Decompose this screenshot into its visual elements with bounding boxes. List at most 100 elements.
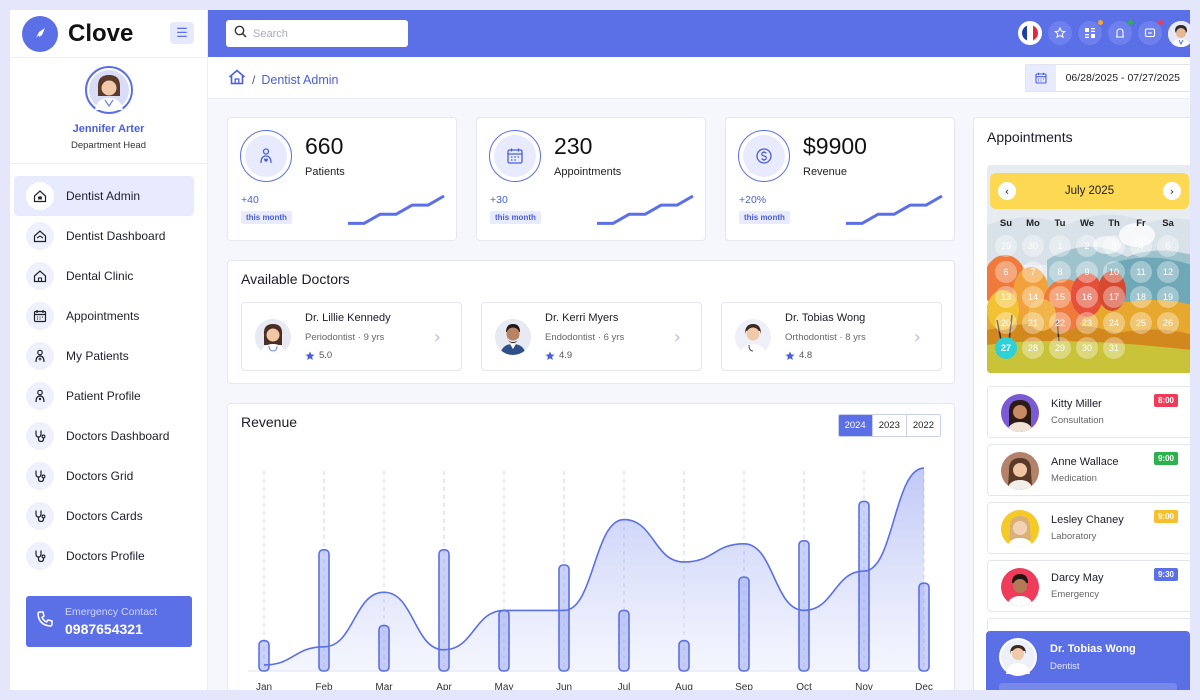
- emergency-contact[interactable]: Emergency Contact 0987654321: [26, 596, 192, 647]
- search-input[interactable]: [253, 27, 393, 40]
- calendar-day[interactable]: 5: [1157, 235, 1179, 257]
- calendar-day[interactable]: 16: [1076, 286, 1098, 308]
- stethoscope-icon: [26, 542, 54, 570]
- calendar-day[interactable]: 6: [995, 260, 1017, 283]
- sidebar-item-patient-profile[interactable]: Patient Profile: [10, 376, 207, 416]
- calendar-day[interactable]: 12: [1157, 260, 1179, 283]
- calendar-day[interactable]: 19: [1157, 286, 1179, 308]
- calendar-day[interactable]: 8: [1049, 260, 1071, 283]
- breadcrumb: / Dentist Admin: [228, 69, 338, 90]
- calendar-day[interactable]: 23: [1076, 311, 1098, 334]
- revenue-bar[interactable]: [558, 564, 570, 672]
- calendar-day[interactable]: 26: [1157, 311, 1179, 334]
- user-avatar[interactable]: [1168, 21, 1190, 47]
- calendar-day[interactable]: 22: [1049, 311, 1071, 334]
- calendar-day[interactable]: 1: [1049, 235, 1071, 257]
- calendar-day[interactable]: 27: [995, 337, 1017, 359]
- messages-icon[interactable]: [1138, 20, 1163, 45]
- stat-card-patients: 660 Patients +40 this month: [227, 117, 457, 241]
- featured-doctor-role: Dentist: [1050, 661, 1080, 672]
- revenue-bar[interactable]: [258, 639, 270, 672]
- sidebar-item-dental-clinic[interactable]: Dental Clinic: [10, 256, 207, 296]
- section-title: Available Doctors: [241, 271, 350, 287]
- calendar-day[interactable]: 9: [1076, 260, 1098, 283]
- calendar-day[interactable]: 25: [1130, 311, 1152, 334]
- x-tick-label: May: [495, 682, 514, 690]
- calendar-day[interactable]: 3: [1103, 235, 1125, 257]
- doctor-card[interactable]: Dr. Tobias Wong Orthodontist · 8 yrs 4.8…: [721, 302, 942, 371]
- calendar-day[interactable]: 20: [995, 311, 1017, 334]
- chevron-right-icon[interactable]: ›: [1163, 182, 1181, 200]
- chevron-right-icon[interactable]: ›: [673, 327, 681, 348]
- appointment-item[interactable]: Lesley Chaney Laboratory 9:00: [987, 502, 1190, 554]
- year-tab-2023[interactable]: 2023: [871, 415, 906, 436]
- calendar-day[interactable]: 24: [1103, 311, 1125, 334]
- sparkline-path: [348, 194, 445, 225]
- calendar-day[interactable]: 15: [1049, 286, 1071, 308]
- patient-icon: [240, 130, 292, 182]
- calendar-day[interactable]: 18: [1130, 286, 1152, 308]
- sidebar-item-doctors-profile[interactable]: Doctors Profile: [10, 536, 207, 576]
- year-tab-2024[interactable]: 2024: [838, 415, 872, 436]
- revenue-bar[interactable]: [738, 576, 750, 672]
- notifications-icon[interactable]: [1108, 20, 1133, 45]
- menu-toggle-icon[interactable]: ☰: [170, 22, 194, 44]
- revenue-bar[interactable]: [618, 609, 630, 672]
- revenue-bar[interactable]: [858, 500, 870, 672]
- sidebar-item-doctors-grid[interactable]: Doctors Grid: [10, 456, 207, 496]
- calendar-day[interactable]: 17: [1103, 286, 1125, 308]
- sidebar-item-dentist-admin[interactable]: Dentist Admin: [14, 176, 194, 216]
- appointment-item[interactable]: Darcy May Emergency 9:30: [987, 560, 1190, 612]
- revenue-bar[interactable]: [498, 609, 510, 672]
- patient-avatar: [1001, 394, 1039, 432]
- sidebar-item-appointments[interactable]: Appointments: [10, 296, 207, 336]
- calendar-day[interactable]: 4: [1130, 235, 1152, 257]
- calendar-day[interactable]: 28: [1022, 337, 1044, 359]
- calendar-day-outside[interactable]: 30: [1022, 235, 1044, 257]
- date-range-picker[interactable]: 06/28/2025 - 07/27/2025: [1024, 64, 1190, 92]
- language-flag-icon[interactable]: [1018, 21, 1042, 45]
- sidebar-item-dentist-dashboard[interactable]: Dentist Dashboard: [10, 216, 207, 256]
- calendar-day[interactable]: 13: [995, 286, 1017, 308]
- calendar-day[interactable]: 29: [1049, 337, 1071, 359]
- revenue-bar[interactable]: [318, 549, 330, 672]
- stethoscope-icon: [26, 422, 54, 450]
- home-icon[interactable]: [228, 69, 246, 90]
- sidebar-item-label: Dentist Admin: [66, 189, 141, 203]
- doctor-card[interactable]: Dr. Lillie Kennedy Periodontist · 9 yrs …: [241, 302, 462, 371]
- sidebar-item-my-patients[interactable]: My Patients: [10, 336, 207, 376]
- featured-doctor-card[interactable]: Dr. Tobias Wong Dentist: [986, 631, 1190, 690]
- calendar-day[interactable]: 31: [1103, 337, 1125, 359]
- revenue-bar[interactable]: [678, 639, 690, 672]
- calendar-icon[interactable]: [1025, 65, 1056, 91]
- user-profile[interactable]: Jennifer Arter Department Head: [10, 58, 207, 164]
- calendar-day[interactable]: 21: [1022, 311, 1044, 334]
- apps-grid-icon[interactable]: [1078, 20, 1103, 45]
- appointment-item[interactable]: Kitty Miller Consultation 8:00: [987, 386, 1190, 438]
- search-box[interactable]: [226, 20, 408, 47]
- chevron-right-icon[interactable]: ›: [913, 327, 921, 348]
- doctor-name: Dr. Kerri Myers: [545, 312, 619, 324]
- calendar-day[interactable]: 2: [1076, 235, 1098, 257]
- star-icon[interactable]: [1048, 21, 1072, 45]
- doctor-card[interactable]: Dr. Kerri Myers Endodontist · 6 yrs 4.9 …: [481, 302, 702, 371]
- appointment-item[interactable]: Anne Wallace Medication 9:00: [987, 444, 1190, 496]
- year-tab-2022[interactable]: 2022: [905, 415, 940, 436]
- stat-period-badge: this month: [739, 211, 790, 224]
- sidebar-item-doctors-cards[interactable]: Doctors Cards: [10, 496, 207, 536]
- revenue-bar[interactable]: [378, 624, 390, 672]
- calendar-day[interactable]: 10: [1103, 260, 1125, 283]
- logo[interactable]: Clove: [10, 10, 207, 58]
- chevron-left-icon[interactable]: ‹: [998, 182, 1016, 200]
- patient-name: Darcy May: [1051, 572, 1104, 584]
- revenue-bar[interactable]: [438, 549, 450, 672]
- revenue-bar[interactable]: [798, 539, 810, 672]
- sidebar-item-doctors-dashboard[interactable]: Doctors Dashboard: [10, 416, 207, 456]
- calendar-day[interactable]: 7: [1022, 260, 1044, 283]
- calendar-day[interactable]: 30: [1076, 337, 1098, 359]
- chevron-right-icon[interactable]: ›: [433, 327, 441, 348]
- calendar-day[interactable]: 14: [1022, 286, 1044, 308]
- calendar-day[interactable]: 11: [1130, 260, 1152, 283]
- revenue-bar[interactable]: [918, 582, 930, 672]
- calendar-day-outside[interactable]: 29: [995, 235, 1017, 257]
